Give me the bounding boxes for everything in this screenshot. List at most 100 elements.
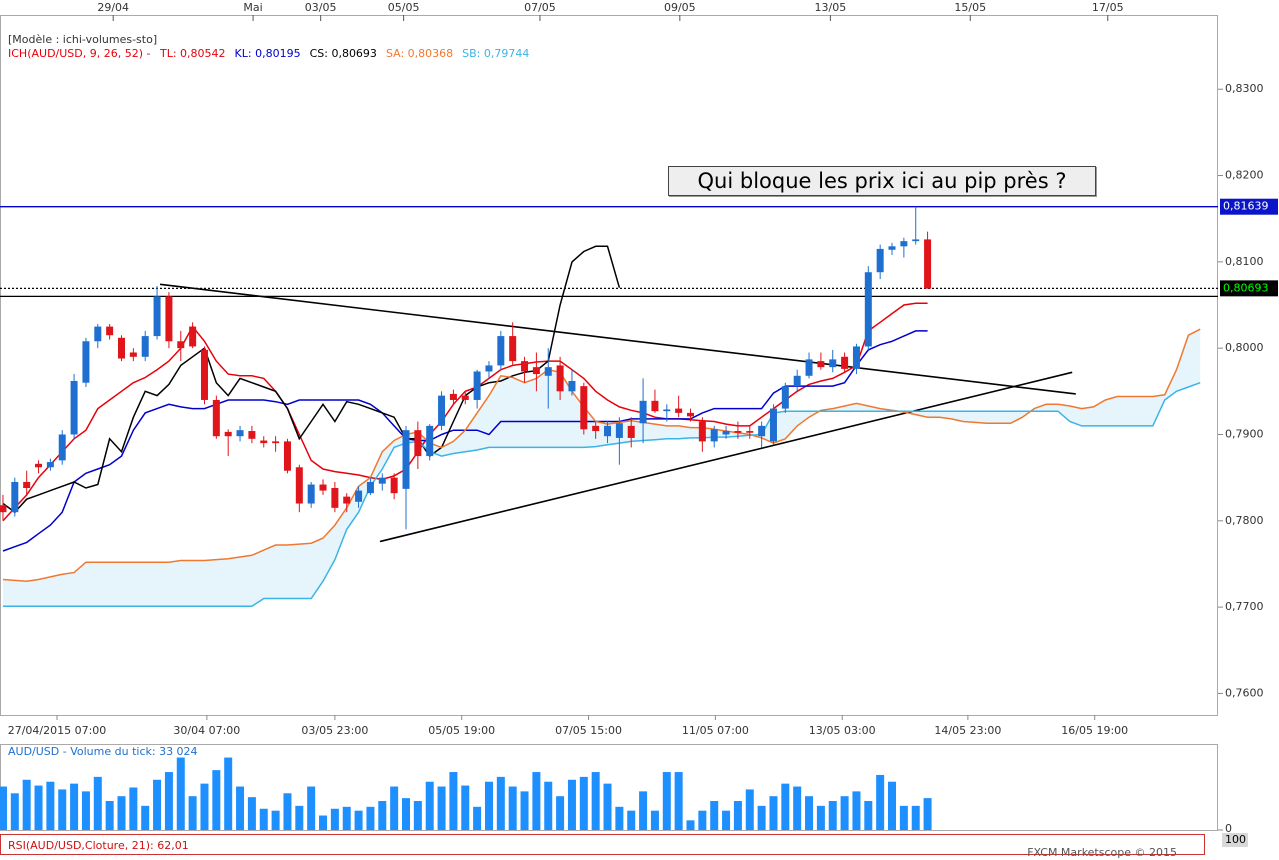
- candle-body: [141, 336, 149, 357]
- candle-body: [461, 395, 469, 400]
- volume-bar: [662, 772, 671, 830]
- y-tick-label: 100: [1225, 833, 1246, 846]
- candle-body: [248, 431, 256, 439]
- indicator-line: [3, 381, 1201, 607]
- volume-bar: [93, 776, 102, 830]
- candle-body: [390, 477, 398, 494]
- volume-bar: [816, 805, 825, 830]
- candle-body: [200, 349, 208, 400]
- candle-body: [829, 359, 837, 368]
- candle-body: [900, 241, 908, 247]
- volume-bar: [698, 810, 707, 830]
- x-tick-label: 07/05 15:00: [555, 724, 622, 737]
- x-tick-label: 03/05 23:00: [301, 724, 368, 737]
- candle-body: [568, 380, 576, 392]
- y-tick-label: 0,7900: [1225, 427, 1264, 440]
- x-tick-label: 16/05 19:00: [1061, 724, 1128, 737]
- candle-body: [769, 408, 777, 442]
- level-tag: [1220, 198, 1278, 215]
- candle-body: [106, 326, 114, 336]
- y-tick-label: 0,8200: [1225, 169, 1264, 182]
- top-tick-label: 09/05: [664, 1, 696, 14]
- volume-bar: [852, 791, 861, 830]
- top-tick-label: 05/05: [388, 1, 420, 14]
- candle-body: [426, 425, 434, 457]
- plot-layer: [0, 206, 1218, 830]
- volume-bar: [876, 774, 885, 830]
- volume-bar: [650, 810, 659, 830]
- x-tick-label: 14/05 23:00: [934, 724, 1001, 737]
- volume-bar: [757, 805, 766, 830]
- volume-bar: [259, 808, 268, 830]
- candle-body: [414, 430, 422, 457]
- candle-body: [509, 336, 517, 362]
- y-tick-label: 0: [1225, 822, 1232, 835]
- x-tick-label: 13/05 03:00: [809, 724, 876, 737]
- legend: ICH(AUD/USD, 9, 26, 52) - TL: 0,80542 KL:…: [8, 47, 538, 60]
- volume-bar: [10, 793, 19, 830]
- volume-bar: [923, 798, 932, 830]
- volume-bar: [200, 783, 209, 830]
- volume-bar: [710, 801, 719, 830]
- volume-bar: [449, 772, 458, 830]
- volume-bar: [840, 796, 849, 830]
- candle-body: [260, 440, 268, 444]
- volume-bar: [176, 757, 185, 830]
- candle-body: [189, 326, 197, 347]
- candle-body: [272, 441, 280, 444]
- volume-bar: [461, 785, 470, 830]
- y-tick-label: 0,7800: [1225, 514, 1264, 527]
- volume-bar: [330, 808, 339, 830]
- candle-body: [864, 272, 872, 347]
- volume-bar: [342, 806, 351, 830]
- rsi-panel: [0, 834, 1205, 855]
- candle-body: [580, 386, 588, 430]
- volume-bar: [366, 806, 375, 830]
- candle-body: [331, 487, 339, 508]
- candle-body: [118, 337, 126, 359]
- volume-bar: [34, 785, 43, 830]
- volume-bar: [888, 781, 897, 830]
- candle-body: [58, 434, 66, 461]
- volume-bar: [307, 786, 316, 830]
- tick-box: [1222, 833, 1248, 847]
- candle-body: [627, 425, 635, 438]
- panel-title: AUD/USD - Volume du tick: 33 024: [8, 745, 198, 758]
- volume-bar: [473, 806, 482, 830]
- candle-body: [734, 431, 742, 433]
- volume-bar: [532, 772, 541, 830]
- volume-bar: [615, 806, 624, 830]
- volume-bar: [46, 781, 55, 830]
- volume-bar: [105, 801, 114, 830]
- candle-body: [70, 380, 78, 435]
- legend-entry: KL: 0,80195: [234, 47, 301, 60]
- level-tag: [1220, 280, 1278, 297]
- volume-bar: [247, 797, 256, 830]
- volume-bar: [70, 783, 79, 830]
- candle-body: [556, 365, 564, 392]
- candle-body: [295, 467, 303, 504]
- panel-title: RSI(AUD/USD,Cloture, 21): 62,01: [8, 839, 189, 852]
- model-name: [Modèle : ichi-volumes-sto]: [8, 33, 158, 46]
- volume-bar: [58, 789, 67, 830]
- candle-body: [746, 431, 754, 433]
- candle-body: [532, 367, 540, 375]
- volume-bar: [686, 820, 695, 830]
- top-tick-label: 07/05: [524, 1, 556, 14]
- candle-body: [841, 356, 849, 369]
- candle-body: [485, 365, 493, 372]
- volume-bar: [390, 786, 399, 830]
- candle-body: [224, 431, 232, 437]
- volume-bar: [484, 781, 493, 830]
- candle-body: [698, 421, 706, 442]
- candle-body: [686, 412, 694, 417]
- candle-body: [852, 346, 860, 369]
- x-tick-label: 27/04/2015 07:00: [8, 724, 107, 737]
- volume-bar: [603, 783, 612, 830]
- volume-bar: [81, 791, 90, 830]
- candle-body: [473, 371, 481, 400]
- volume-bar: [0, 786, 7, 830]
- y-tick-label: 0,8300: [1225, 82, 1264, 95]
- volume-bar: [224, 757, 233, 830]
